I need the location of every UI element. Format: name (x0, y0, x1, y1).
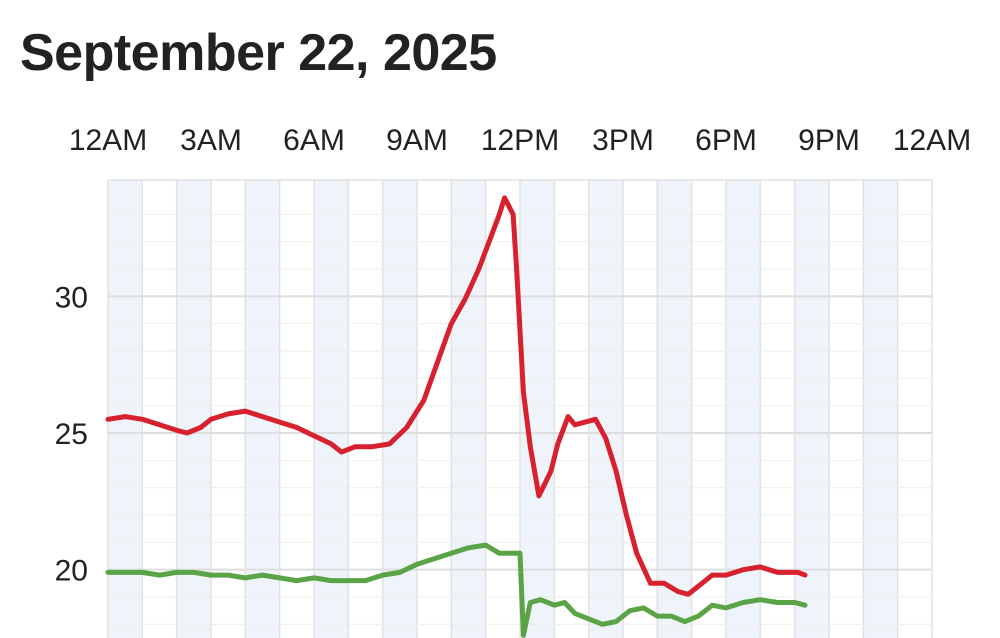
y-axis-ticks: 20 25 30 (55, 281, 88, 587)
hour-band (451, 180, 486, 638)
hour-band (176, 180, 211, 638)
hour-band (245, 180, 280, 638)
horizontal-gridlines (108, 213, 932, 625)
hour-band (794, 180, 829, 638)
x-tick-label: 12PM (481, 124, 559, 157)
hour-band (726, 180, 761, 638)
series-line-1 (105, 195, 808, 597)
hour-band (382, 180, 417, 638)
x-tick-label: 12AM (69, 124, 147, 157)
hour-band (657, 180, 692, 638)
series-lines (105, 195, 808, 638)
hour-band (863, 180, 898, 638)
y-tick-label: 25 (55, 418, 88, 451)
vertical-gridlines (107, 179, 933, 638)
y-tick-label: 20 (55, 555, 88, 588)
x-axis-ticks: 12AM 3AM 6AM 9AM 12PM 3PM 6PM 9PM 12AM (69, 124, 971, 157)
x-tick-label: 6AM (283, 124, 345, 157)
y-tick-label: 30 (55, 281, 88, 314)
hour-band (588, 180, 623, 638)
x-tick-label: 9PM (798, 124, 860, 157)
chart-title: September 22, 2025 (20, 24, 497, 82)
x-tick-label: 3AM (180, 124, 242, 157)
hour-band (108, 180, 143, 638)
x-tick-label: 6PM (695, 124, 757, 157)
x-tick-label: 3PM (592, 124, 654, 157)
x-tick-label: 12AM (893, 124, 971, 157)
x-tick-label: 9AM (386, 124, 448, 157)
hour-bands (108, 180, 898, 638)
series-line-2 (105, 542, 808, 638)
hour-band (314, 180, 349, 638)
